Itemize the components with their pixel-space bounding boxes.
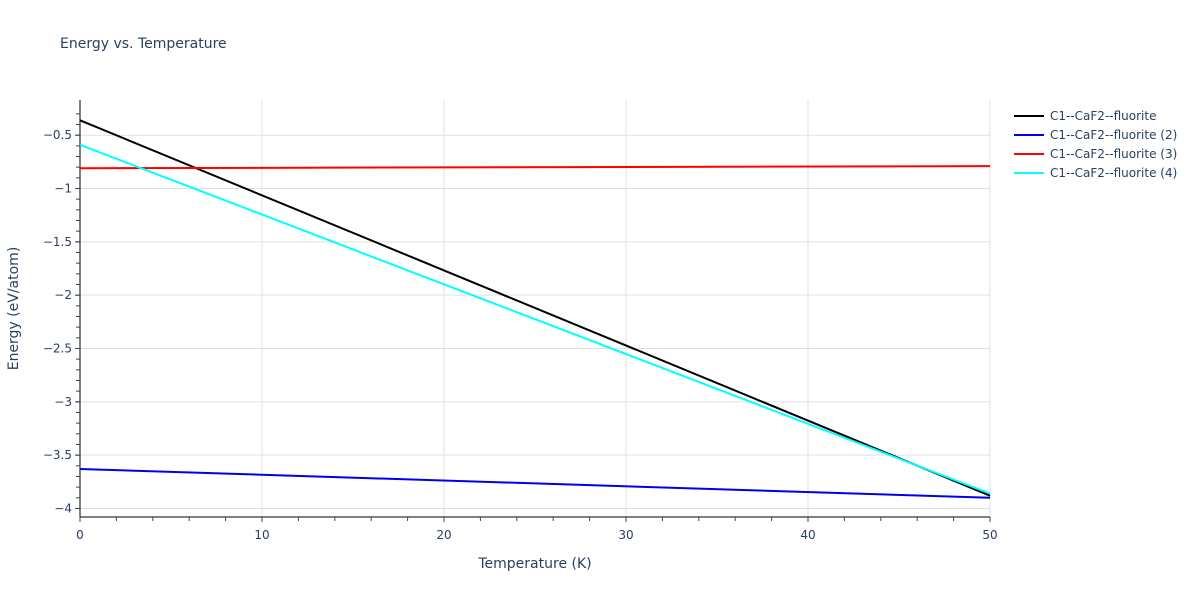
legend-label: C1--CaF2--fluorite (3) xyxy=(1050,146,1178,161)
legend-line-icon xyxy=(1014,114,1044,117)
legend-label: C1--CaF2--fluorite (2) xyxy=(1050,127,1178,142)
y-tick-label: −0.5 xyxy=(43,128,72,142)
x-axis-title: Temperature (K) xyxy=(477,556,591,572)
x-tick-label: 30 xyxy=(618,528,633,542)
series-line xyxy=(79,143,991,495)
y-axis-title: Energy (eV/atom) xyxy=(6,247,22,371)
legend-label: C1--CaF2--fluorite (4) xyxy=(1050,165,1178,180)
y-tick-label: −3 xyxy=(54,395,72,409)
chart-title: Energy vs. Temperature xyxy=(60,36,227,52)
x-tick-label: 40 xyxy=(800,528,815,542)
legend-item[interactable]: C1--CaF2--fluorite (4) xyxy=(1014,163,1177,182)
series-line xyxy=(79,165,991,170)
legend-item[interactable]: C1--CaF2--fluorite (3) xyxy=(1014,144,1177,163)
y-tick-label: −1 xyxy=(54,182,72,196)
legend-line-icon xyxy=(1014,171,1044,174)
series-line xyxy=(79,119,991,497)
x-tick-label: 0 xyxy=(76,528,84,542)
series-line xyxy=(79,468,991,499)
legend-item[interactable]: C1--CaF2--fluorite (2) xyxy=(1014,125,1177,144)
x-tick-label: 10 xyxy=(254,528,269,542)
y-tick-label: −3.5 xyxy=(43,448,72,462)
x-tick-label: 20 xyxy=(436,528,451,542)
legend-line-icon xyxy=(1014,133,1044,136)
x-tick-label: 50 xyxy=(982,528,997,542)
legend-line-icon xyxy=(1014,152,1044,155)
y-tick-label: −2.5 xyxy=(43,341,72,355)
legend: C1--CaF2--fluorite C1--CaF2--fluorite (2… xyxy=(1014,106,1177,182)
legend-item[interactable]: C1--CaF2--fluorite xyxy=(1014,106,1177,125)
y-tick-label: −1.5 xyxy=(43,235,72,249)
y-tick-label: −4 xyxy=(54,501,72,515)
legend-label: C1--CaF2--fluorite xyxy=(1050,108,1157,123)
y-tick-label: −2 xyxy=(54,288,72,302)
